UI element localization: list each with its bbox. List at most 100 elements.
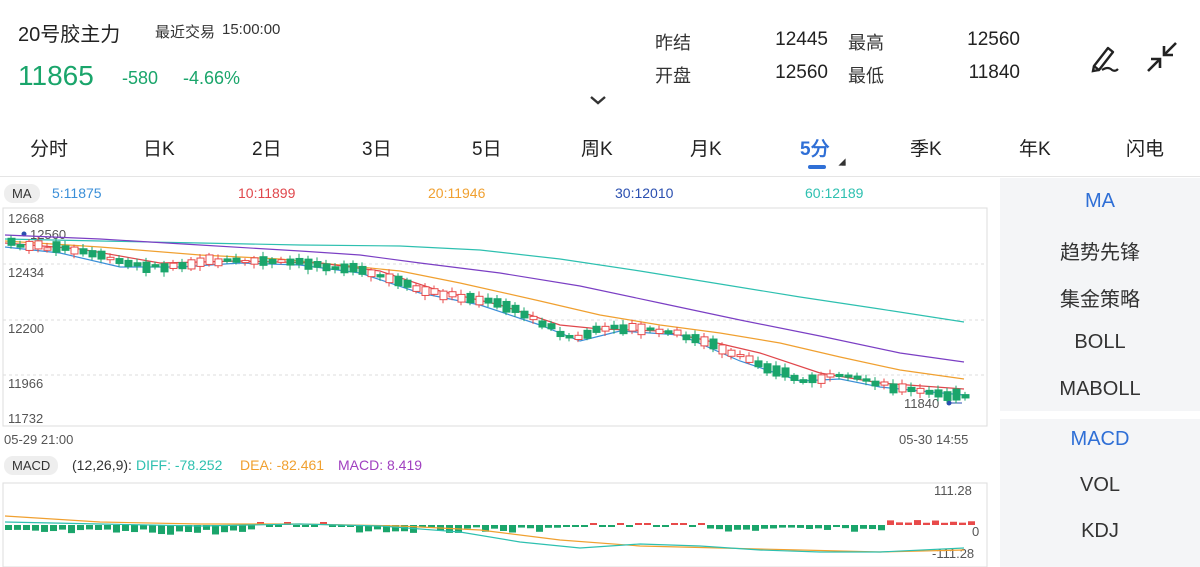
candle bbox=[223, 258, 232, 262]
ma-pill[interactable]: MA bbox=[4, 184, 40, 203]
candle bbox=[763, 363, 772, 374]
collapse-icon[interactable] bbox=[1144, 40, 1180, 74]
macd-bar bbox=[473, 525, 480, 528]
candle bbox=[511, 304, 520, 313]
candle bbox=[583, 329, 592, 339]
ma20-value: 20:11946 bbox=[428, 185, 486, 201]
tab-5min[interactable]: 5分 bbox=[800, 139, 830, 160]
candlestick-chart[interactable]: 12668 12560 12434 12200 11966 11732 1184… bbox=[0, 205, 1000, 450]
tab-yearly-k[interactable]: 年K bbox=[1019, 139, 1051, 160]
candle bbox=[484, 297, 493, 304]
macd-bar bbox=[428, 525, 435, 528]
ma30-line bbox=[4, 234, 965, 363]
indicator-fund-strategy[interactable]: 集金策略 bbox=[1060, 289, 1140, 311]
indicator-trend-pioneer[interactable]: 趋势先锋 bbox=[1060, 242, 1140, 264]
open-value: 12560 bbox=[775, 62, 828, 83]
macd-bar bbox=[644, 523, 651, 525]
indicator-ma[interactable]: MA bbox=[1085, 190, 1115, 212]
instrument-title: 20号胶主力 bbox=[18, 24, 121, 46]
macd-bar bbox=[212, 525, 219, 535]
macd-chart[interactable]: 111.28 0 -111.28 bbox=[0, 480, 1000, 567]
indicator-kdj[interactable]: KDJ bbox=[1081, 520, 1119, 542]
chevron-down-icon[interactable] bbox=[589, 95, 607, 105]
y-axis-label-4: 11966 bbox=[8, 376, 43, 391]
macd-bar bbox=[905, 522, 912, 525]
trade-time: 15:00:00 bbox=[222, 21, 281, 38]
candle bbox=[160, 263, 169, 273]
tab-5day[interactable]: 5日 bbox=[472, 139, 502, 160]
candle bbox=[421, 286, 430, 296]
tab-2day[interactable]: 2日 bbox=[252, 139, 282, 160]
candle bbox=[889, 383, 898, 394]
macd-bar bbox=[302, 525, 309, 527]
macd-bar bbox=[590, 523, 597, 525]
indicator-vol[interactable]: VOL bbox=[1079, 474, 1121, 496]
pen-icon[interactable] bbox=[1088, 40, 1120, 74]
macd-bar bbox=[671, 523, 678, 525]
candle bbox=[592, 325, 601, 333]
macd-bar bbox=[797, 525, 804, 528]
candle bbox=[502, 300, 511, 313]
candles-group bbox=[7, 235, 970, 404]
ma5-value: 5:11875 bbox=[52, 185, 102, 201]
macd-dea: DEA: -82.461 bbox=[240, 457, 325, 473]
candle bbox=[295, 257, 304, 265]
price-change: -580 bbox=[122, 68, 159, 88]
y-axis-label-high: 12560 bbox=[30, 227, 66, 242]
macd-bar bbox=[230, 525, 237, 531]
candle bbox=[961, 394, 970, 399]
macd-bar bbox=[176, 525, 183, 532]
macd-bar bbox=[131, 525, 138, 533]
macd-bar bbox=[266, 525, 273, 527]
macd-pill[interactable]: MACD bbox=[4, 456, 59, 475]
macd-bar bbox=[275, 525, 282, 527]
candle bbox=[169, 262, 178, 269]
candle bbox=[853, 375, 862, 380]
indicator-maboll[interactable]: MABOLL bbox=[1059, 378, 1141, 400]
macd-bar bbox=[914, 520, 921, 525]
tab-flash[interactable]: 闪电 bbox=[1126, 139, 1165, 160]
high-value: 12560 bbox=[967, 29, 1020, 50]
macd-bar bbox=[23, 525, 30, 531]
candle bbox=[736, 354, 745, 358]
candle bbox=[547, 323, 556, 330]
macd-bar bbox=[158, 525, 165, 535]
candle bbox=[916, 387, 925, 394]
macd-bar bbox=[536, 525, 543, 532]
macd-bar bbox=[95, 525, 102, 530]
high-label: 最高 bbox=[848, 33, 884, 53]
tab-3day[interactable]: 3日 bbox=[362, 139, 392, 160]
macd-axis-mid: 0 bbox=[972, 524, 979, 539]
indicator-macd[interactable]: MACD bbox=[1070, 428, 1130, 450]
trade-label: 最近交易 bbox=[155, 24, 216, 41]
price-change-pct: -4.66% bbox=[183, 68, 241, 88]
macd-bar bbox=[5, 525, 12, 530]
macd-axis-top: 111.28 bbox=[934, 483, 972, 498]
tab-monthly-k[interactable]: 月K bbox=[690, 139, 722, 160]
macd-bar bbox=[464, 525, 471, 529]
candle bbox=[430, 288, 439, 295]
tab-quarterly-k[interactable]: 季K bbox=[910, 139, 942, 160]
macd-bar bbox=[77, 525, 84, 531]
candle bbox=[439, 290, 448, 301]
candle bbox=[205, 254, 214, 265]
candle bbox=[187, 259, 196, 270]
tab-intraday[interactable]: 分时 bbox=[30, 139, 69, 160]
indicator-boll[interactable]: BOLL bbox=[1074, 331, 1126, 353]
candle bbox=[718, 344, 727, 355]
tab-daily-k[interactable]: 日K bbox=[143, 139, 175, 160]
candle bbox=[448, 291, 457, 298]
macd-bar bbox=[41, 525, 48, 532]
macd-bar bbox=[572, 525, 579, 527]
tab-weekly-k[interactable]: 周K bbox=[581, 139, 613, 160]
candle bbox=[70, 246, 79, 255]
tab-dropdown-icon[interactable] bbox=[838, 158, 846, 166]
macd-bar bbox=[851, 525, 858, 532]
candle bbox=[376, 274, 385, 278]
macd-bar bbox=[104, 525, 111, 530]
macd-params: (12,26,9): bbox=[72, 457, 132, 473]
candle bbox=[601, 325, 610, 332]
macd-histogram bbox=[5, 520, 975, 535]
y-axis-label-3: 12200 bbox=[8, 321, 44, 336]
macd-bar bbox=[896, 522, 903, 525]
